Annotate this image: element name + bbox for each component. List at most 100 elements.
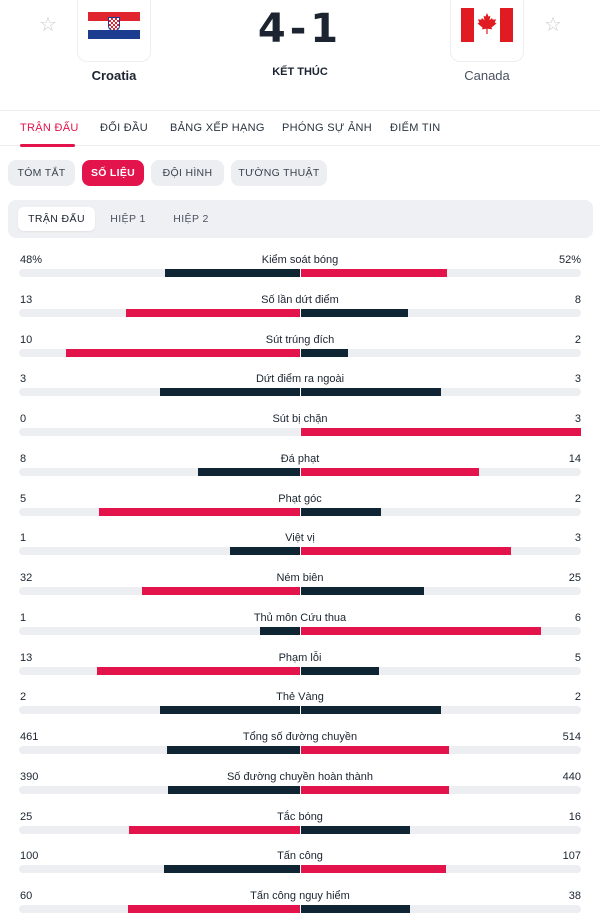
stat-row: 13 Số lần dứt điểm 8	[0, 284, 600, 324]
subtab-stats[interactable]: SỐ LIỆU	[82, 160, 144, 186]
stat-home-bar-track	[19, 905, 300, 913]
stat-home-value: 390	[20, 770, 39, 783]
subtab-summary[interactable]: TÓM TẮT	[8, 160, 75, 186]
period-tab-full-match[interactable]: TRẬN ĐẤU	[18, 207, 95, 231]
stat-label: Việt vị	[285, 532, 315, 545]
stat-row: 3 Dứt điểm ra ngoài 3	[0, 363, 600, 403]
period-tab-second-half[interactable]: HIỆP 2	[173, 213, 209, 225]
stat-home-bar-track	[19, 308, 300, 317]
stat-away-bar-track	[301, 348, 581, 357]
stat-away-bar	[301, 706, 441, 715]
stat-row: 5 Phạt góc 2	[0, 483, 600, 523]
canada-flag-icon	[461, 8, 513, 42]
nav-tab-head-to-head[interactable]: ĐỐI ĐẦU	[100, 122, 148, 134]
stat-away-bar-track	[301, 388, 581, 397]
stat-home-value: 0	[20, 413, 27, 425]
stat-away-bar-track	[301, 865, 581, 874]
stat-away-value: 14	[568, 452, 581, 465]
stat-home-bar	[126, 308, 300, 317]
stat-label: Số đường chuyền hoàn thành	[226, 770, 374, 783]
stat-row: 25 Tắc bóng 16	[0, 801, 600, 841]
nav-tab-standings[interactable]: BẢNG XẾP HẠNG	[170, 122, 265, 134]
stat-label: Ném biên	[276, 572, 324, 584]
stat-label: Thủ môn Cứu thua	[253, 611, 347, 624]
stat-away-bar	[301, 865, 446, 874]
stat-row: 0 Sút bị chặn 3	[0, 403, 600, 443]
favorite-home-star-icon[interactable]: ☆	[39, 14, 57, 36]
subtab-commentary[interactable]: TƯỜNG THUẬT	[231, 160, 327, 186]
stat-away-bar	[301, 547, 511, 556]
stat-label: Số lần dứt điểm	[261, 293, 339, 306]
stat-home-bar	[128, 825, 300, 834]
stat-home-bar-track	[19, 587, 300, 595]
stat-away-bar-track	[301, 587, 581, 595]
stat-away-bar	[301, 348, 348, 357]
stat-home-value: 1	[20, 611, 27, 624]
stat-away-bar-track	[301, 507, 581, 516]
stat-home-bar	[159, 706, 300, 715]
stat-home-bar-track	[19, 348, 300, 357]
stat-label: Dứt điểm ra ngoài	[255, 373, 345, 386]
home-team-logo[interactable]	[77, 0, 151, 62]
stat-away-value: 107	[562, 850, 581, 863]
stat-away-value: 2	[574, 333, 581, 346]
stat-away-bar-track	[301, 467, 581, 476]
stat-label: Đá phạt	[280, 452, 320, 465]
stat-away-bar-track	[301, 825, 581, 834]
stat-away-bar-track	[301, 428, 581, 436]
period-tab-first-half[interactable]: HIỆP 1	[110, 213, 146, 225]
stat-label: Tấn công	[277, 850, 323, 863]
active-tab-indicator	[20, 144, 75, 147]
stat-home-bar	[229, 547, 300, 556]
stat-away-value: 52%	[558, 254, 581, 266]
stat-home-bar-track	[19, 706, 300, 715]
stat-home-bar	[259, 626, 300, 635]
stat-away-bar	[301, 626, 541, 635]
stat-home-value: 100	[20, 850, 39, 863]
subtab-lineups[interactable]: ĐỘI HÌNH	[151, 160, 224, 186]
stat-row: 1 Việt vị 3	[0, 522, 600, 562]
stat-away-value: 514	[562, 731, 581, 743]
stat-home-bar-track	[19, 865, 300, 874]
period-selector: TRẬN ĐẤU HIỆP 1 HIỆP 2	[8, 200, 593, 238]
nav-tab-news[interactable]: ĐIỂM TIN	[390, 122, 441, 134]
stat-row: 32 Ném biên 25	[0, 562, 600, 602]
stat-home-bar-track	[19, 666, 300, 675]
stat-away-bar-track	[301, 626, 581, 635]
stat-home-bar	[142, 587, 300, 595]
stat-away-value: 5	[574, 651, 581, 664]
stat-away-value: 3	[574, 373, 581, 386]
stats-list: 48% Kiểm soát bóng 52% 13 Số lần dứt điểm 8 10…	[0, 244, 600, 915]
match-status: KẾT THÚC	[272, 66, 328, 78]
stat-row: 100 Tấn công 107	[0, 840, 600, 880]
stat-home-value: 32	[20, 572, 33, 584]
stat-away-value: 25	[568, 572, 581, 584]
stat-home-value: 461	[20, 731, 39, 743]
stat-row: 8 Đá phạt 14	[0, 443, 600, 483]
away-team-logo[interactable]	[450, 0, 524, 62]
stat-away-bar	[301, 388, 441, 397]
stat-home-value: 1	[20, 532, 27, 545]
stat-away-value: 38	[568, 890, 581, 902]
stat-row: 2 Thẻ Vàng 2	[0, 681, 600, 721]
stat-home-value: 5	[20, 492, 27, 505]
stat-away-bar-track	[301, 746, 581, 754]
stat-away-bar-track	[301, 666, 581, 675]
nav-tab-photos[interactable]: PHÓNG SỰ ẢNH	[282, 122, 373, 134]
favorite-away-star-icon[interactable]: ☆	[544, 14, 562, 36]
stat-home-bar	[164, 865, 300, 874]
home-team-name[interactable]: Croatia	[91, 68, 137, 83]
stat-home-value: 25	[20, 810, 33, 823]
nav-tab-match[interactable]: TRẬN ĐẤU	[20, 122, 79, 134]
stat-home-bar-track	[19, 269, 300, 277]
stat-away-value: 2	[574, 691, 581, 704]
stat-home-bar	[65, 348, 300, 357]
stat-home-bar	[97, 666, 300, 675]
stat-home-bar	[165, 269, 300, 277]
stat-row: 461 Tổng số đường chuyền 514	[0, 721, 600, 761]
match-score: 4-1	[257, 6, 343, 52]
stat-away-bar	[301, 905, 410, 913]
stat-label: Tấn công nguy hiểm	[250, 890, 350, 902]
away-team-name[interactable]: Canada	[464, 68, 510, 83]
stat-label: Tổng số đường chuyền	[242, 731, 358, 743]
